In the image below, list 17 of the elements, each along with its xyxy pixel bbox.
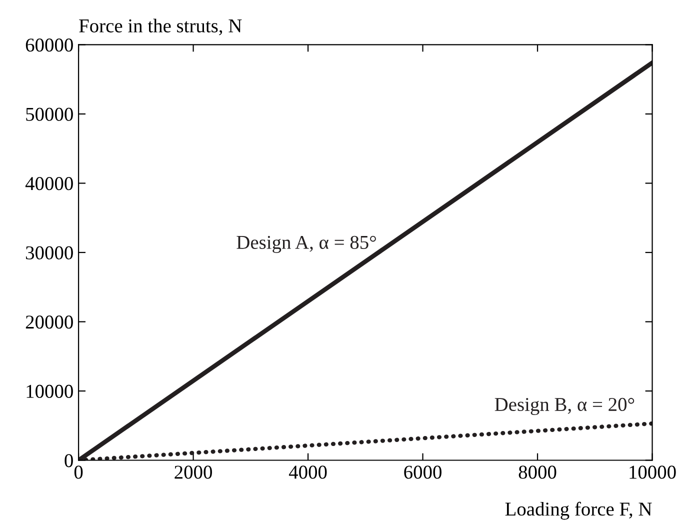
x-tick-label: 6000 bbox=[404, 466, 442, 479]
series-label: Design A, α = 85° bbox=[236, 236, 376, 253]
x-tick-label: 10000 bbox=[630, 466, 676, 479]
y-tick-label: 50000 bbox=[26, 108, 73, 121]
y-axis-title: Force in the struts, N bbox=[79, 18, 242, 36]
x-axis-title: Loading force F, N bbox=[505, 502, 652, 520]
y-tick-label: 10000 bbox=[26, 384, 73, 398]
y-tick-label: 40000 bbox=[25, 177, 73, 190]
y-tick-label: 20000 bbox=[26, 316, 73, 329]
x-tick-label: 8000 bbox=[518, 466, 556, 479]
y-tick-label: 30000 bbox=[26, 246, 73, 260]
y-tick-label: 0 bbox=[64, 454, 73, 468]
x-tick-label: 0 bbox=[74, 466, 83, 479]
x-tick-label: 2000 bbox=[174, 466, 212, 479]
series-label: Design B, α = 20° bbox=[494, 398, 634, 416]
y-tick-label: 60000 bbox=[26, 38, 73, 52]
x-tick-label: 4000 bbox=[288, 466, 327, 479]
